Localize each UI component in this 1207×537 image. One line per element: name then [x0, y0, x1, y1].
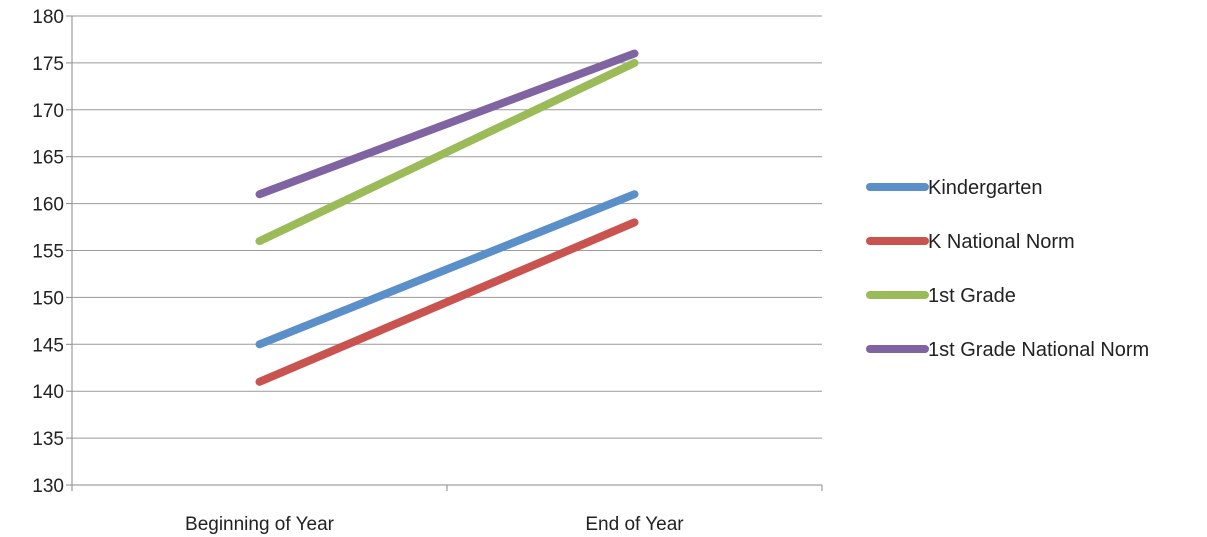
legend-label-1: K National Norm [928, 231, 1075, 253]
axes [66, 15, 823, 491]
x-tick-label: End of Year [585, 514, 684, 535]
y-tick-label: 165 [32, 148, 64, 169]
y-tick-label: 130 [32, 476, 64, 497]
series-lines [255, 49, 639, 386]
gridlines [72, 15, 822, 439]
y-axis-tick-labels: 130 135 140 145 150 155 160 165 170 175 180 [32, 7, 64, 497]
y-tick-label: 180 [32, 7, 64, 28]
y-tick-label: 155 [32, 242, 64, 263]
series-line-0 [255, 190, 639, 349]
y-tick-label: 175 [32, 54, 64, 75]
y-tick-label: 150 [32, 288, 64, 309]
legend-label-0: Kindergarten [928, 177, 1043, 199]
series-line-3 [255, 49, 639, 199]
legend-label-2: 1st Grade [928, 285, 1016, 307]
x-tick-label: Beginning of Year [185, 514, 335, 535]
y-tick-label: 160 [32, 195, 64, 216]
y-tick-label: 170 [32, 101, 64, 122]
x-axis-tick-labels: Beginning of Year End of Year [185, 514, 684, 535]
y-tick-label: 140 [32, 382, 64, 403]
y-tick-label: 145 [32, 335, 64, 356]
legend: Kindergarten K National Norm 1st Grade 1st … [866, 177, 1149, 361]
series-line-1 [255, 218, 639, 386]
legend-label-3: 1st Grade National Norm [928, 339, 1149, 361]
y-tick-label: 135 [32, 429, 64, 450]
series-line-2 [255, 58, 639, 246]
